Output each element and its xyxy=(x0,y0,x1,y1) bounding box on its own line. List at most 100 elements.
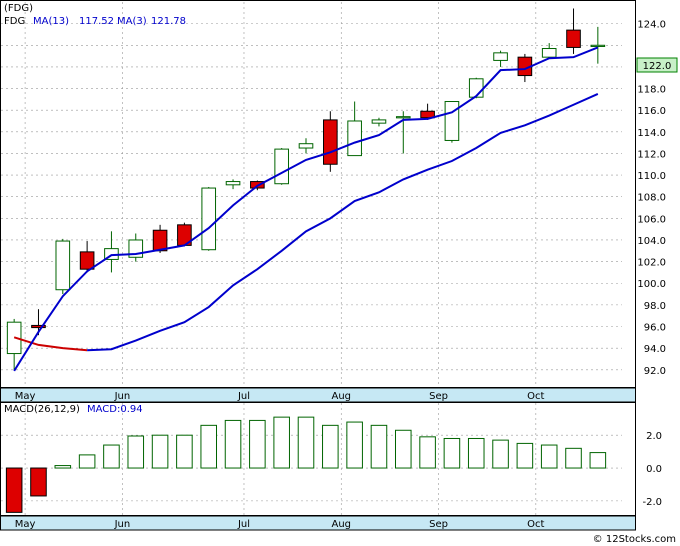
price-tick-label: 108.0 xyxy=(637,193,666,204)
candle-body-up xyxy=(347,120,362,157)
candle xyxy=(55,238,71,295)
month-label: Sep xyxy=(429,519,448,530)
price-tick-label: 94.0 xyxy=(644,344,666,355)
month-label: Jun xyxy=(114,391,131,402)
candle xyxy=(420,103,435,120)
month-label: Oct xyxy=(527,391,544,402)
watermark: © 12Stocks.com xyxy=(593,534,676,545)
price-tick-label: 96.0 xyxy=(644,323,666,334)
candle-body-up xyxy=(541,48,557,58)
candle xyxy=(347,101,362,157)
macd-bar xyxy=(492,439,509,469)
macd-bar xyxy=(443,437,461,469)
last-price-box xyxy=(636,57,678,73)
price-legend: FDG MA(13) 117.52 MA(3) 121.78 xyxy=(4,16,186,27)
ma13-line-start xyxy=(13,336,88,352)
candle xyxy=(274,148,289,185)
candle-body-up xyxy=(590,44,606,47)
candle xyxy=(590,26,606,64)
price-tick-label: 102.0 xyxy=(637,258,666,269)
month-label: Aug xyxy=(331,391,351,402)
price-tick-label: 104.0 xyxy=(637,236,666,247)
macd-bar xyxy=(54,465,72,469)
moving-average-lines xyxy=(13,46,599,372)
candle xyxy=(225,179,241,190)
candle-body-down xyxy=(152,229,168,252)
macd-bar xyxy=(589,452,607,469)
candle-body-down xyxy=(323,119,338,165)
candle-body-up xyxy=(274,148,289,185)
price-gridlines xyxy=(1,2,622,386)
macd-bar xyxy=(322,424,339,469)
legend-ma3-label: MA(3) xyxy=(117,16,147,27)
candle xyxy=(493,50,508,67)
macd-label: MACD(26,12,9) xyxy=(4,404,80,415)
month-label: Jun xyxy=(114,519,131,530)
price-tick-label: 118.0 xyxy=(637,85,666,96)
candle xyxy=(298,138,314,154)
price-tick-label: 100.0 xyxy=(637,279,666,290)
candle-body-up xyxy=(444,101,460,141)
last-price-label: 122.0 xyxy=(643,61,672,72)
candle-body-down xyxy=(79,251,95,270)
macd-axis-ticks: -2.0 0.0 2.0 xyxy=(642,431,662,508)
candle-body-up xyxy=(201,187,217,251)
candle-body-up xyxy=(225,181,241,186)
candle xyxy=(323,111,338,172)
month-axis-labels-top: May Jun Jul Aug Sep Oct xyxy=(15,391,545,402)
candle xyxy=(395,111,411,154)
month-axis-labels-bottom: May Jun Jul Aug Sep Oct xyxy=(15,519,545,530)
price-tick-label: 92.0 xyxy=(644,366,666,377)
candle xyxy=(371,117,387,127)
macd-bar xyxy=(103,444,120,469)
macd-bar xyxy=(224,419,242,469)
macd-bar xyxy=(176,434,193,469)
ma13-line xyxy=(87,93,599,352)
month-label: May xyxy=(15,391,36,402)
price-tick-label: 106.0 xyxy=(637,214,666,225)
candle-body-up xyxy=(298,143,314,149)
chart-symbol-title: (FDG) xyxy=(4,3,33,14)
macd-bar xyxy=(249,419,266,469)
month-label: May xyxy=(15,519,36,530)
macd-bar xyxy=(30,467,47,497)
macd-histogram xyxy=(5,416,607,513)
legend-ma13-label: MA(13) xyxy=(33,16,69,27)
macd-bar xyxy=(127,435,145,469)
month-label: Jul xyxy=(237,391,250,402)
price-tick-label: 124.0 xyxy=(637,20,666,31)
macd-bar xyxy=(273,416,290,469)
month-label: Sep xyxy=(429,391,448,402)
candle-body-down xyxy=(31,324,46,329)
candle xyxy=(444,101,460,143)
ma3-line xyxy=(13,46,599,372)
month-label: Jul xyxy=(237,519,250,530)
candle xyxy=(566,8,581,54)
month-label: Aug xyxy=(331,519,351,530)
candle xyxy=(541,43,557,59)
macd-bar xyxy=(467,437,485,469)
candle-body-down xyxy=(420,110,435,119)
price-tick-label: 112.0 xyxy=(637,149,666,160)
macd-tick-label: 2.0 xyxy=(646,431,662,442)
candle-body-up xyxy=(493,52,508,61)
candle xyxy=(79,241,95,273)
candle xyxy=(152,224,168,253)
price-tick-label: 110.0 xyxy=(637,171,666,182)
macd-bar xyxy=(540,444,558,469)
candle-body-down xyxy=(566,29,581,48)
macd-bar xyxy=(297,416,315,469)
macd-bar xyxy=(346,421,363,469)
candle-body-up xyxy=(395,116,411,119)
macd-bar xyxy=(5,467,23,513)
macd-tick-label: 0.0 xyxy=(646,464,662,475)
legend-ma13-value: 117.52 xyxy=(79,16,114,27)
macd-bar xyxy=(370,424,388,469)
macd-bar xyxy=(200,424,218,469)
price-tick-label: 114.0 xyxy=(637,128,666,139)
macd-bar xyxy=(151,434,169,469)
candle xyxy=(201,186,217,251)
macd-value-label: MACD:0.94 xyxy=(87,404,143,415)
